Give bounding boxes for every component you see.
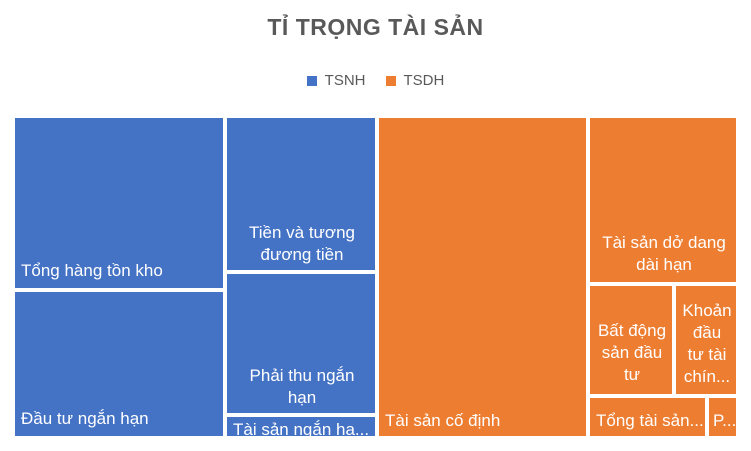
legend: TSNH TSDH bbox=[0, 72, 751, 89]
chart-title: TỈ TRỌNG TÀI SẢN bbox=[267, 14, 484, 40]
legend-label-tsdh: TSDH bbox=[403, 72, 445, 89]
treemap-tile-tsdh-0: Tài sản cố định bbox=[377, 116, 588, 438]
treemap-tile-tsnh-2: Tiền và tương đương tiền bbox=[225, 116, 377, 272]
treemap-tile-tsdh-1: Tài sản dở dang dài hạn bbox=[588, 116, 738, 284]
treemap-tile-tsdh-5: P... bbox=[707, 396, 738, 438]
legend-label-tsnh: TSNH bbox=[324, 72, 366, 89]
treemap-tile-label: Khoản đầu tư tài chín... bbox=[682, 301, 732, 386]
treemap-tile-tsdh-2: Bất động sản đầu tư bbox=[588, 284, 674, 396]
treemap-tile-label: Tiền và tương đương tiền bbox=[248, 223, 355, 264]
treemap-tile-label: Tài sản dở dang dài hạn bbox=[602, 233, 726, 274]
treemap-tile-label: Tài sản cố định bbox=[385, 411, 501, 430]
treemap-tile-label: Tài sản ngắn hạ... bbox=[233, 420, 370, 438]
treemap-tile-label: Đầu tư ngắn hạn bbox=[21, 409, 149, 428]
treemap-tile-label: Tổng tài sản... bbox=[596, 411, 704, 430]
legend-swatch-tsdh bbox=[385, 75, 396, 86]
treemap-tile-tsnh-0: Tổng hàng tồn kho bbox=[13, 116, 225, 290]
treemap-tile-tsnh-1: Đầu tư ngắn hạn bbox=[13, 290, 225, 438]
treemap-tile-tsdh-4: Tổng tài sản... bbox=[588, 396, 707, 438]
treemap-tile-label: Bất động sản đầu tư bbox=[597, 321, 667, 384]
legend-item-tsnh: TSNH bbox=[306, 72, 366, 89]
legend-swatch-tsnh bbox=[306, 75, 317, 86]
legend-item-tsdh: TSDH bbox=[385, 72, 445, 89]
treemap-tile-tsnh-3: Phải thu ngắn hạn bbox=[225, 272, 377, 415]
treemap-tile-tsnh-4: Tài sản ngắn hạ... bbox=[225, 415, 377, 438]
treemap-tile-label: Tổng hàng tồn kho bbox=[21, 261, 163, 280]
treemap-tile-label: P... bbox=[713, 411, 737, 430]
treemap-tile-tsdh-3: Khoản đầu tư tài chín... bbox=[674, 284, 738, 396]
treemap-tile-label: Phải thu ngắn hạn bbox=[249, 366, 355, 407]
